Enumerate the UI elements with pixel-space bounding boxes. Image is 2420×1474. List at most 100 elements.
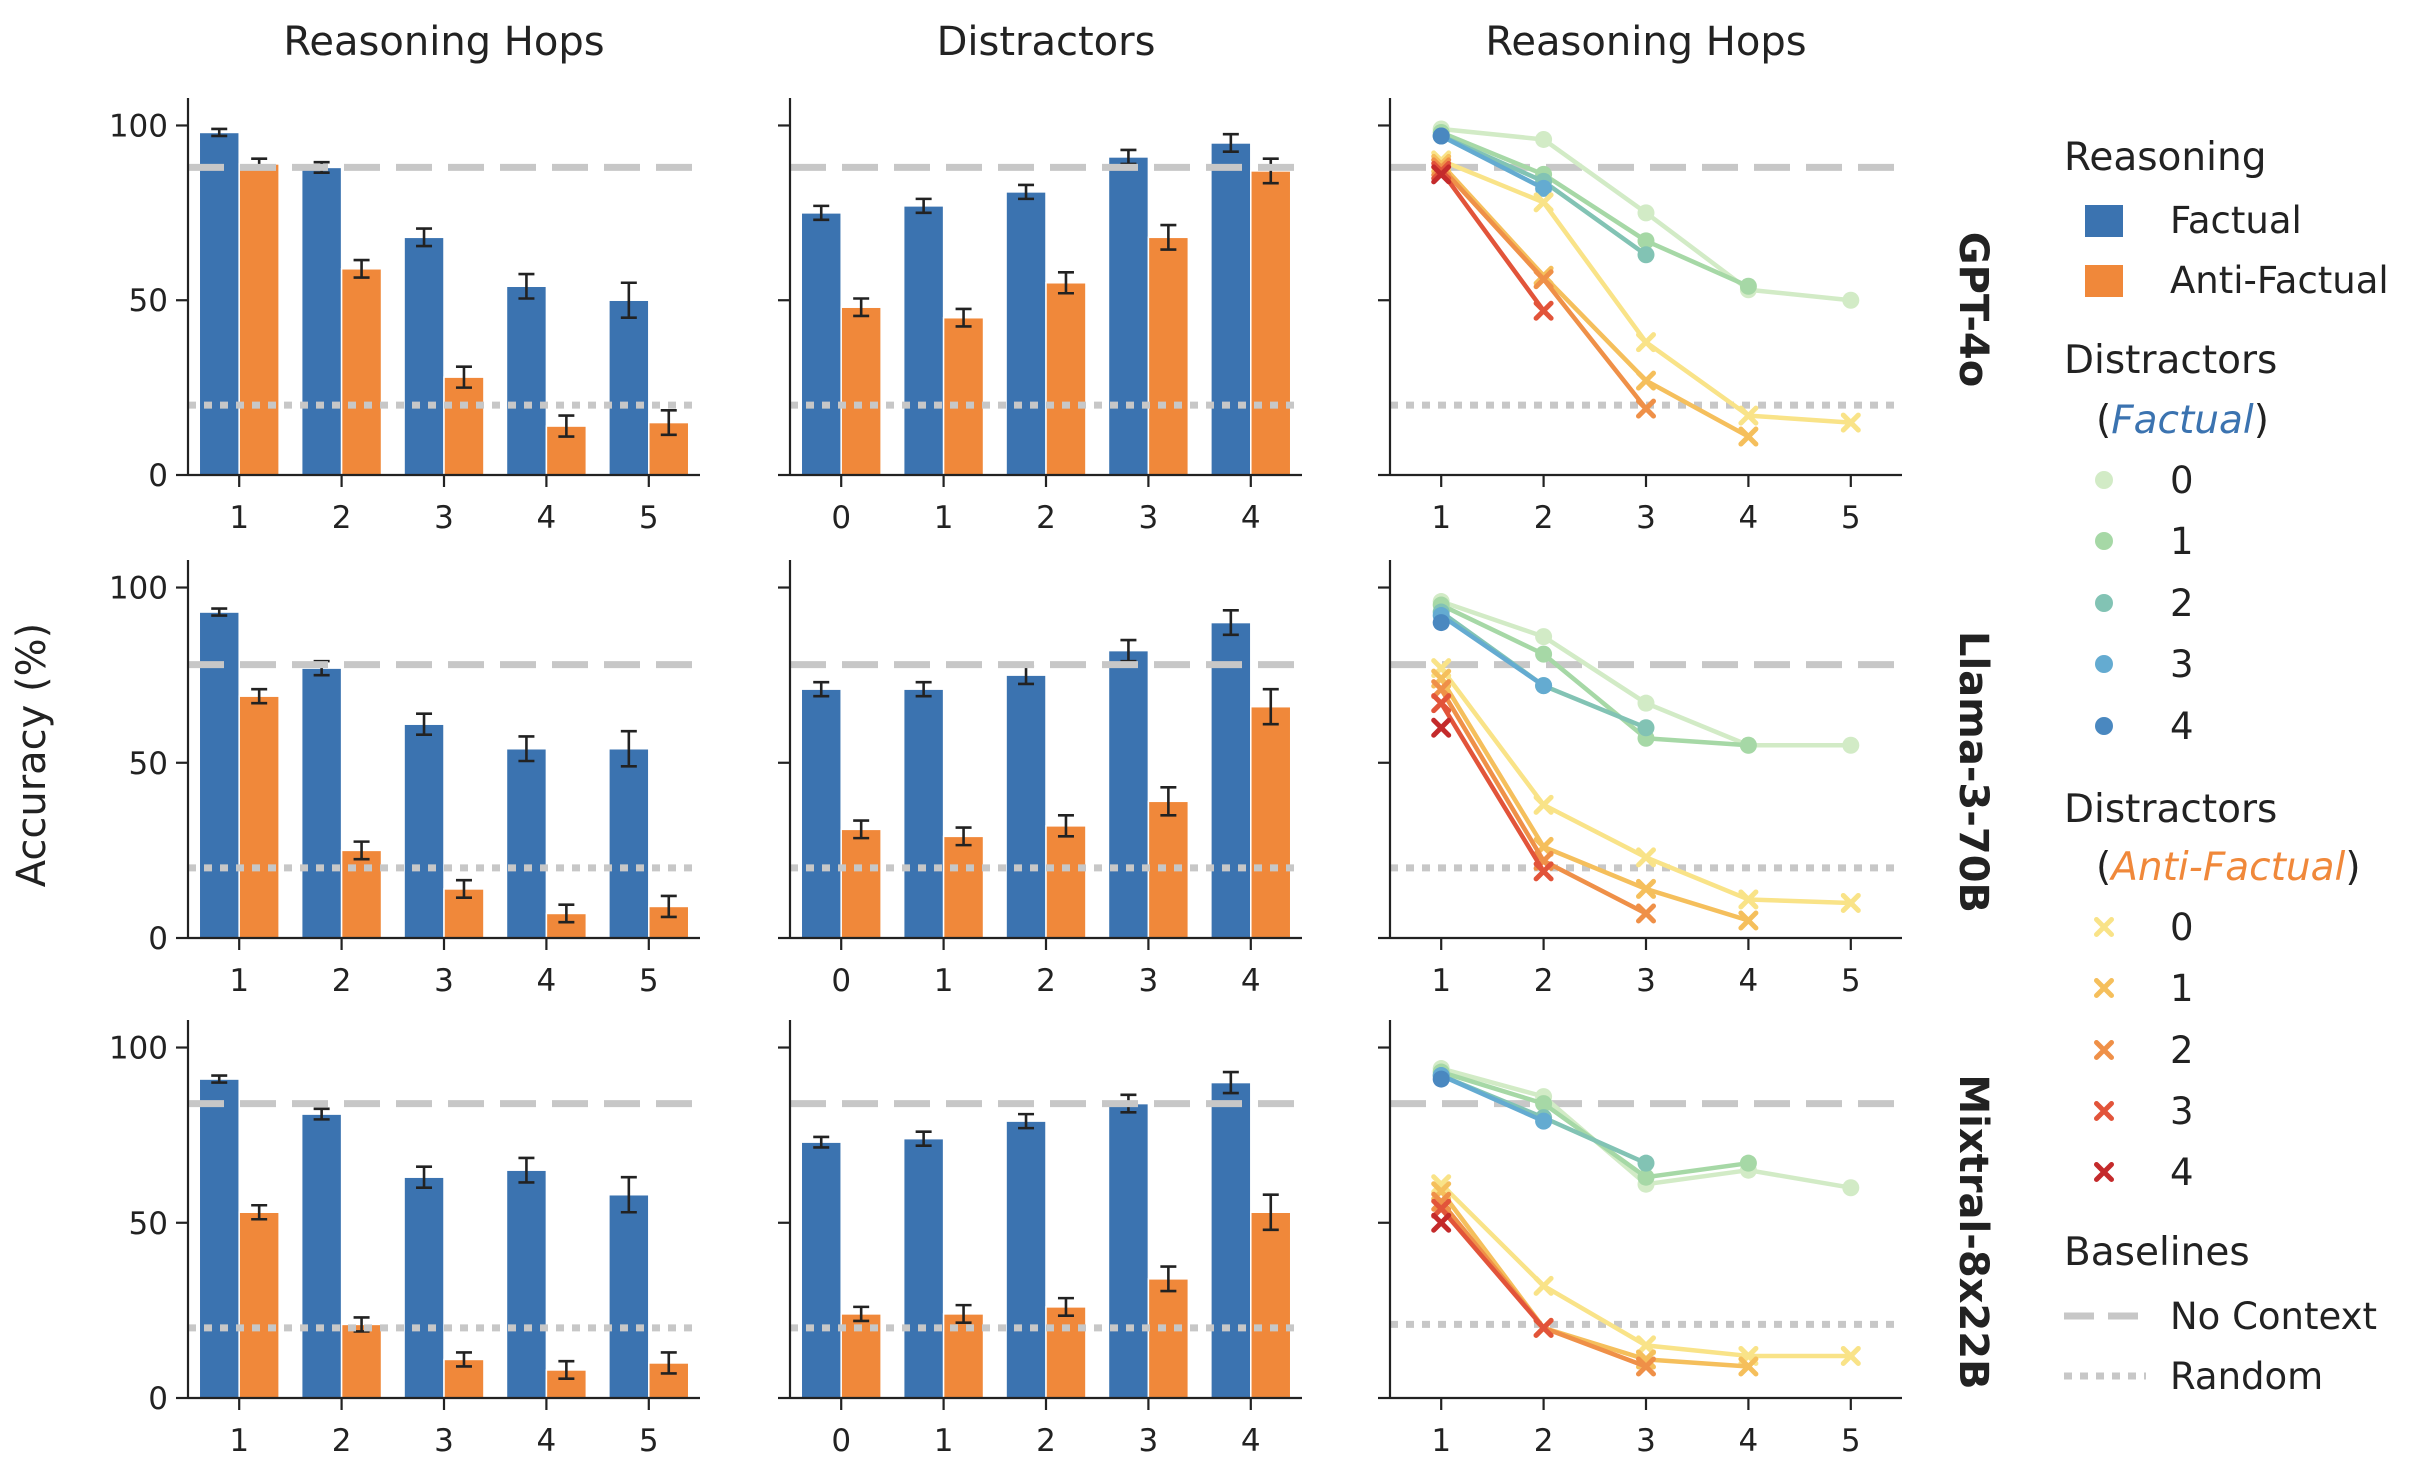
bar-anti-factual	[1045, 282, 1087, 476]
legend-subtitle-part: Anti-Factual	[2108, 845, 2345, 890]
bar-factual	[800, 1141, 842, 1399]
x-tick-label: 1	[229, 1423, 249, 1459]
bar-factual	[800, 688, 842, 939]
bar-panel: 0 1 2 3 4	[778, 560, 1302, 999]
legend-label-level: 2	[2170, 582, 2194, 625]
bar-factual	[198, 131, 240, 476]
y-tick-label: 0	[148, 1381, 168, 1417]
factual-point	[1432, 127, 1450, 145]
x-tick-label: 5	[1841, 963, 1861, 999]
factual-point	[1739, 277, 1757, 295]
legend-label-level: 2	[2170, 1029, 2194, 1072]
x-tick-label: 4	[1739, 963, 1759, 999]
legend-swatch-anti-factual	[2085, 265, 2123, 297]
factual-point	[1432, 614, 1450, 632]
bar-factual	[1210, 1081, 1252, 1399]
bar-anti-factual	[340, 268, 383, 476]
legend-label-factual: Factual	[2170, 199, 2302, 242]
legend-marker-factual-level	[2095, 532, 2113, 550]
x-tick-label: 2	[1036, 963, 1056, 999]
x-tick-label: 1	[934, 500, 954, 536]
x-tick-label: 1	[1431, 1423, 1451, 1459]
bar-anti-factual	[1147, 800, 1190, 939]
line-panel: 1 2 3 4 5	[1378, 98, 1902, 536]
anti-factual-point	[1840, 892, 1861, 913]
bar-factual	[1210, 142, 1252, 476]
x-tick-label: 3	[434, 500, 454, 536]
x-tick-label: 5	[1841, 1423, 1861, 1459]
factual-point	[1739, 736, 1757, 754]
bar-panel: 0 50 100 1 2 3 4 5	[109, 560, 700, 999]
factual-point	[1637, 694, 1655, 712]
factual-point	[1535, 130, 1553, 148]
anti-factual-point	[1431, 164, 1452, 185]
x-tick-label: 4	[537, 963, 557, 999]
legend-title-distractors-anti: Distractors	[2064, 787, 2277, 832]
anti-factual-point	[1636, 903, 1656, 924]
anti-factual-point	[1738, 910, 1759, 931]
anti-factual-series-line	[1439, 677, 1750, 923]
column-title: Reasoning Hops	[1485, 19, 1806, 65]
bar-factual	[1005, 191, 1047, 476]
bar-anti-factual	[942, 835, 985, 939]
bar-factual	[403, 723, 445, 939]
bar-factual	[300, 667, 343, 939]
factual-point	[1842, 736, 1860, 754]
legend-marker-anti-level	[2094, 1040, 2114, 1060]
legend-label-level: 3	[2170, 643, 2194, 686]
x-tick-label: 3	[1636, 963, 1656, 999]
legend-title-distractors-factual: Distractors	[2064, 338, 2277, 383]
bar-anti-factual	[942, 1313, 985, 1399]
y-axis-label: Accuracy (%)	[9, 623, 55, 888]
anti-factual-point	[1840, 412, 1861, 433]
legend-subtitle-anti-factual: (Anti-Factual)	[2096, 845, 2361, 890]
x-tick-label: 3	[1139, 500, 1159, 536]
bar-anti-factual	[443, 376, 485, 476]
anti-factual-series-line	[1439, 1207, 1546, 1330]
anti-factual-point	[1431, 717, 1452, 738]
x-tick-label: 1	[1431, 500, 1451, 536]
y-tick-label: 0	[148, 921, 168, 957]
factual-point	[1535, 1095, 1553, 1113]
legend-label-level: 3	[2170, 1090, 2194, 1133]
bar-anti-factual	[238, 695, 280, 939]
x-tick-label: 3	[1636, 500, 1656, 536]
bar-anti-factual	[238, 163, 280, 476]
anti-factual-series-line	[1439, 169, 1546, 313]
y-tick-label: 50	[129, 746, 168, 782]
bar-factual	[1005, 674, 1047, 939]
anti-factual-point	[1431, 679, 1452, 700]
bar-factual	[403, 1176, 445, 1399]
factual-series-line	[1439, 613, 1545, 688]
x-tick-label: 5	[1841, 500, 1861, 536]
anti-factual-point	[1431, 693, 1452, 714]
x-tick-label: 4	[1241, 963, 1261, 999]
x-tick-label: 1	[229, 963, 249, 999]
bar-factual	[505, 747, 548, 939]
legend-title-baselines: Baselines	[2064, 1230, 2250, 1275]
legend-marker-anti-level	[2094, 1101, 2114, 1121]
y-tick-label: 0	[148, 458, 168, 494]
anti-factual-point	[1636, 1356, 1656, 1377]
legend-label-level: 1	[2170, 520, 2194, 563]
bar-anti-factual	[1045, 1306, 1087, 1399]
legend-marker-factual-level	[2095, 655, 2113, 673]
factual-point	[1739, 1154, 1757, 1172]
line-panel: 1 2 3 4 5	[1378, 1020, 1902, 1459]
bar-anti-factual	[1250, 705, 1292, 939]
anti-factual-series-line	[1439, 1189, 1749, 1369]
anti-factual-series-line	[1439, 162, 1750, 439]
x-tick-label: 1	[1431, 963, 1451, 999]
bar-factual	[608, 1193, 650, 1399]
x-tick-label: 0	[831, 1423, 851, 1459]
bar-anti-factual	[1250, 170, 1292, 476]
bar-factual	[403, 236, 445, 476]
x-tick-label: 2	[1534, 500, 1554, 536]
anti-factual-point	[1533, 1317, 1554, 1338]
legend-label-anti-factual: Anti-Factual	[2170, 259, 2389, 302]
legend-label-level: 1	[2170, 967, 2194, 1010]
column-title: Distractors	[937, 19, 1156, 65]
y-tick-label: 100	[109, 1031, 168, 1067]
factual-point	[1637, 246, 1655, 264]
anti-factual-point	[1533, 794, 1554, 815]
